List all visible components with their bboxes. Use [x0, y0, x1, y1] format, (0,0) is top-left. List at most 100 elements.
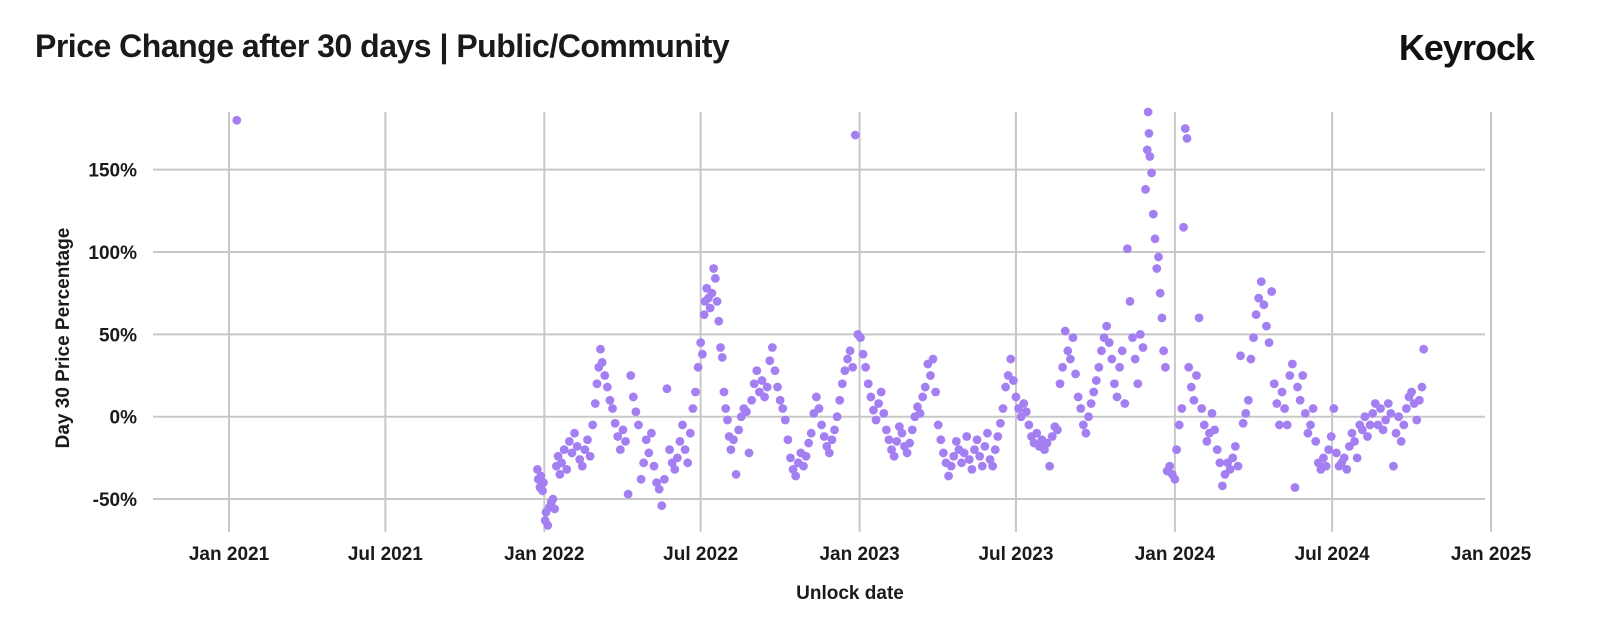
data-point [550, 504, 560, 514]
data-point [1230, 441, 1240, 451]
axis-ticks: -50% 0% 50% 100% 150% Jan 2021 Jul 2021 Jan 202… [88, 161, 1531, 565]
data-point [536, 471, 546, 481]
data-point [1112, 392, 1122, 402]
data-point [548, 494, 558, 504]
data-point [1148, 209, 1158, 219]
data-point [532, 465, 542, 474]
data-point [1097, 346, 1106, 356]
data-point [1060, 326, 1070, 336]
data-point [623, 489, 633, 499]
data-point [1225, 465, 1235, 474]
data-point [1347, 428, 1357, 438]
x-tick-label: Jan 2024 [1135, 544, 1216, 565]
data-point [1006, 354, 1016, 364]
data-point [1122, 244, 1132, 254]
data-point [714, 316, 724, 326]
x-tick-label: Jan 2025 [1451, 544, 1532, 565]
data-point [887, 445, 896, 455]
data-point [962, 432, 972, 441]
data-point [1329, 404, 1339, 413]
data-point [729, 435, 738, 445]
data-point [1321, 461, 1331, 471]
data-point [967, 465, 977, 474]
data-point [1376, 404, 1385, 413]
data-point [1319, 453, 1328, 463]
data-point [538, 486, 547, 496]
data-point [752, 366, 762, 375]
data-point [1300, 409, 1310, 418]
data-point [835, 395, 845, 405]
data-point [980, 441, 990, 451]
data-point [1107, 354, 1117, 364]
brand-logo: Keyrock [1398, 27, 1535, 68]
data-point [1259, 300, 1269, 310]
data-point [1339, 453, 1349, 463]
data-point [775, 395, 785, 405]
data-point [592, 379, 602, 389]
data-point [892, 437, 902, 446]
data-point [988, 461, 998, 471]
data-point [559, 445, 569, 455]
data-point [915, 409, 925, 418]
data-point [1182, 133, 1192, 143]
data-point [949, 451, 959, 461]
y-tick-label: 0% [110, 408, 138, 429]
data-point [731, 469, 741, 479]
data-point [1264, 338, 1274, 347]
data-point [557, 458, 566, 468]
data-point [719, 387, 729, 397]
data-point [1350, 437, 1359, 446]
data-point [1363, 432, 1372, 441]
data-point [1159, 346, 1169, 356]
data-point [696, 338, 706, 347]
data-point [1202, 437, 1212, 446]
data-point [837, 379, 847, 389]
data-point [1228, 453, 1238, 463]
x-tick-label: Jan 2023 [819, 544, 899, 565]
data-point [641, 435, 651, 445]
data-point [762, 382, 772, 392]
data-point [626, 371, 636, 380]
data-point [618, 425, 628, 435]
data-point [1150, 234, 1160, 244]
data-point [998, 404, 1008, 413]
data-point [907, 425, 917, 435]
data-point [1412, 415, 1422, 425]
data-point [993, 432, 1003, 441]
data-point [863, 379, 873, 389]
data-point [1165, 461, 1175, 471]
data-point [1249, 333, 1258, 343]
data-point [1032, 428, 1042, 438]
data-point [1189, 395, 1199, 405]
data-point [621, 437, 630, 446]
data-point [636, 474, 646, 484]
data-point [1389, 461, 1398, 471]
data-point [931, 387, 941, 397]
data-point [902, 448, 912, 458]
data-point [801, 451, 811, 461]
data-point [783, 435, 793, 445]
data-point [1180, 124, 1190, 133]
data-point [1104, 338, 1114, 347]
data-point [780, 415, 790, 425]
data-point [1287, 359, 1297, 369]
data-point [791, 471, 801, 481]
data-point [726, 445, 736, 455]
data-point [1311, 437, 1321, 446]
data-point [806, 428, 816, 438]
data-point [1251, 310, 1261, 319]
data-point [575, 455, 585, 464]
x-tick-label: Jul 2023 [978, 544, 1053, 565]
data-point [1102, 321, 1112, 331]
data-point [590, 399, 600, 408]
data-point [1399, 420, 1409, 430]
data-point [936, 435, 946, 445]
data-point [1094, 362, 1104, 372]
data-point [1324, 445, 1334, 455]
data-point [1282, 420, 1292, 430]
data-point [1381, 415, 1391, 425]
data-point [1401, 404, 1411, 413]
data-point [634, 420, 643, 430]
data-point [1040, 445, 1049, 455]
data-point [773, 382, 782, 392]
